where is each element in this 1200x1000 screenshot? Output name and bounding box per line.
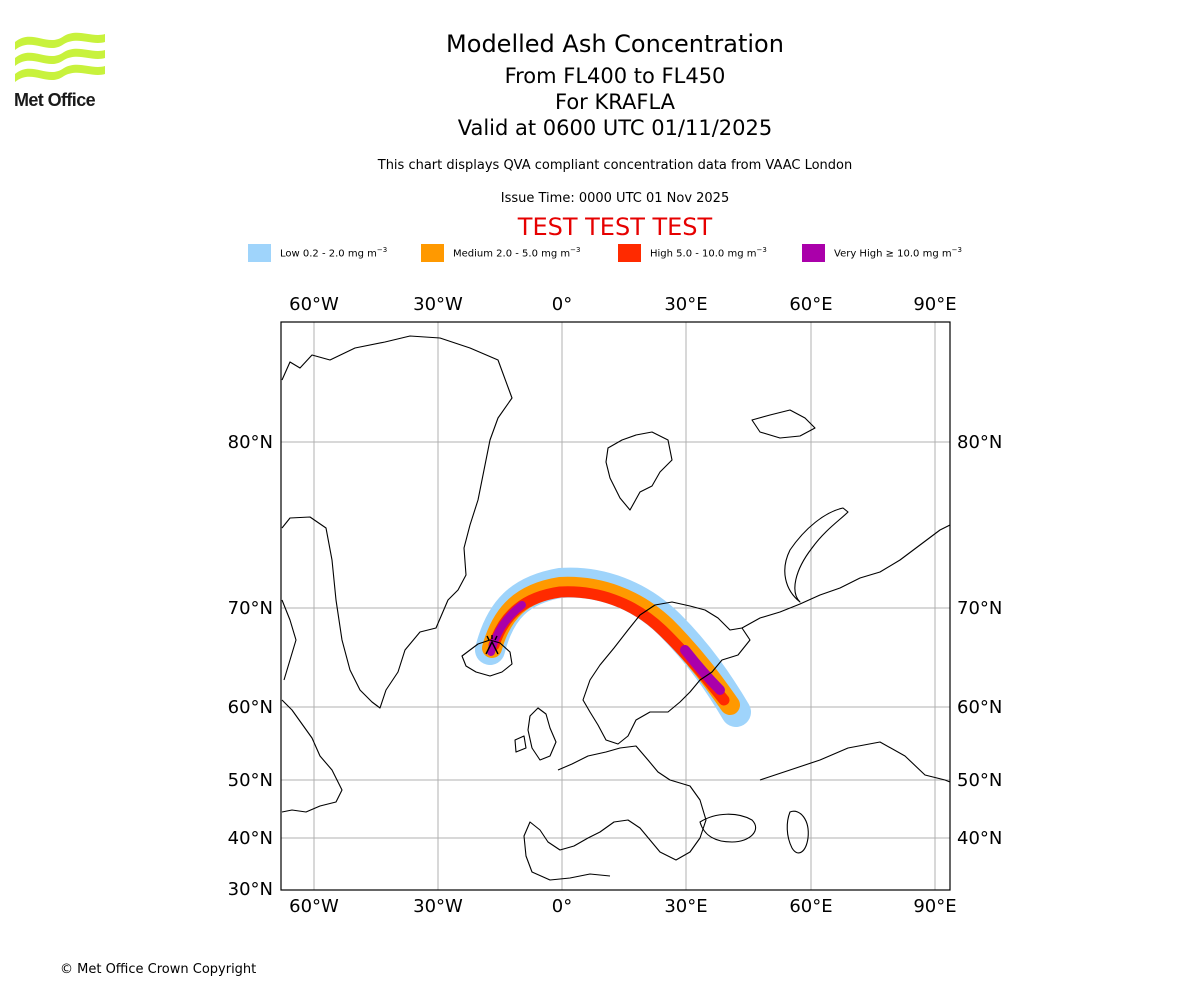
lat-tick-right-60n: 60°N xyxy=(957,697,1002,718)
lat-tick-left-70n: 70°N xyxy=(228,598,273,619)
legend-label-very-high: Very High ≥ 10.0 mg m−3 xyxy=(834,246,962,260)
flight-levels: From FL400 to FL450 xyxy=(504,64,726,88)
lon-tick-top-90e: 90°E xyxy=(913,294,956,315)
legend-item-very-high: Very High ≥ 10.0 mg m−3 xyxy=(802,244,962,262)
legend-label-low: Low 0.2 - 2.0 mg m−3 xyxy=(280,246,388,260)
lat-ticks-right: 80°N 70°N 60°N 50°N 40°N xyxy=(957,432,1002,849)
europe-coast xyxy=(523,745,707,881)
legend-label-medium: Medium 2.0 - 5.0 mg m−3 xyxy=(453,246,581,260)
chart-title: Modelled Ash Concentration xyxy=(446,30,784,58)
lat-ticks-left: 80°N 70°N 60°N 50°N 40°N 30°N xyxy=(228,432,273,900)
iceland-coast xyxy=(461,639,513,677)
franz-josef-land xyxy=(751,409,816,439)
lat-tick-left-30n: 30°N xyxy=(228,879,273,900)
lon-tick-bottom-30w: 30°W xyxy=(413,896,463,917)
svalbard-coast xyxy=(605,431,673,511)
lat-tick-right-70n: 70°N xyxy=(957,598,1002,619)
volcano-marker-icon xyxy=(485,635,499,655)
logo-text: Met Office xyxy=(14,90,96,110)
volcano-name: For KRAFLA xyxy=(555,90,675,114)
lat-tick-left-80n: 80°N xyxy=(228,432,273,453)
test-banner: TEST TEST TEST xyxy=(517,213,713,241)
black-sea xyxy=(699,813,757,843)
lat-tick-left-50n: 50°N xyxy=(228,770,273,791)
legend-swatch-very-high xyxy=(802,244,825,262)
graticule xyxy=(281,322,950,890)
scandinavia-russia-coast xyxy=(582,601,751,745)
legend-item-high: High 5.0 - 10.0 mg m−3 xyxy=(618,244,767,262)
russian-arctic-coast xyxy=(741,524,950,629)
lon-tick-top-60e: 60°E xyxy=(789,294,832,315)
legend-swatch-medium xyxy=(421,244,444,262)
lon-ticks-top: 60°W 30°W 0° 30°E 60°E 90°E xyxy=(289,294,956,315)
lon-tick-top-30e: 30°E xyxy=(664,294,707,315)
issue-time: Issue Time: 0000 UTC 01 Nov 2025 xyxy=(500,191,730,206)
novaya-zemlya xyxy=(784,507,849,603)
british-isles xyxy=(514,707,557,761)
lon-tick-top-0: 0° xyxy=(552,294,572,315)
greenland-coast xyxy=(281,335,513,709)
ash-very-high-east xyxy=(680,645,725,695)
asia-coast xyxy=(759,741,950,783)
ash-very-high-west xyxy=(487,601,526,656)
legend-item-medium: Medium 2.0 - 5.0 mg m−3 xyxy=(421,244,580,262)
legend-swatch-low xyxy=(248,244,271,262)
lon-tick-top-30w: 30°W xyxy=(413,294,463,315)
legend-item-low: Low 0.2 - 2.0 mg m−3 xyxy=(248,244,387,262)
chart-subtitle: From FL400 to FL450 For KRAFLA Valid at … xyxy=(315,63,915,141)
legend-swatch-high xyxy=(618,244,641,262)
map-frame xyxy=(280,321,951,891)
lat-tick-right-40n: 40°N xyxy=(957,828,1002,849)
copyright: © Met Office Crown Copyright xyxy=(60,962,257,977)
lon-tick-bottom-90e: 90°E xyxy=(913,896,956,917)
lat-tick-right-50n: 50°N xyxy=(957,770,1002,791)
caspian-sea xyxy=(786,810,809,854)
lon-tick-bottom-60e: 60°E xyxy=(789,896,832,917)
compliance-note: This chart displays QVA compliant concen… xyxy=(377,158,853,173)
lon-tick-top-60w: 60°W xyxy=(289,294,339,315)
lat-tick-left-40n: 40°N xyxy=(228,828,273,849)
coastlines xyxy=(281,335,950,881)
valid-time: Valid at 0600 UTC 01/11/2025 xyxy=(457,116,773,140)
lon-tick-bottom-30e: 30°E xyxy=(664,896,707,917)
ash-plume xyxy=(475,567,751,727)
lon-tick-bottom-0: 0° xyxy=(552,896,572,917)
lon-ticks-bottom: 60°W 30°W 0° 30°E 60°E 90°E xyxy=(289,896,956,917)
met-office-logo: Met Office xyxy=(14,30,106,112)
legend-label-high: High 5.0 - 10.0 mg m−3 xyxy=(650,246,767,260)
lat-tick-left-60n: 60°N xyxy=(228,697,273,718)
canada-east-coast xyxy=(281,699,343,813)
lat-tick-right-80n: 80°N xyxy=(957,432,1002,453)
baffin-coast xyxy=(281,599,297,681)
lon-tick-bottom-60w: 60°W xyxy=(289,896,339,917)
met-office-waves-icon xyxy=(15,32,105,82)
